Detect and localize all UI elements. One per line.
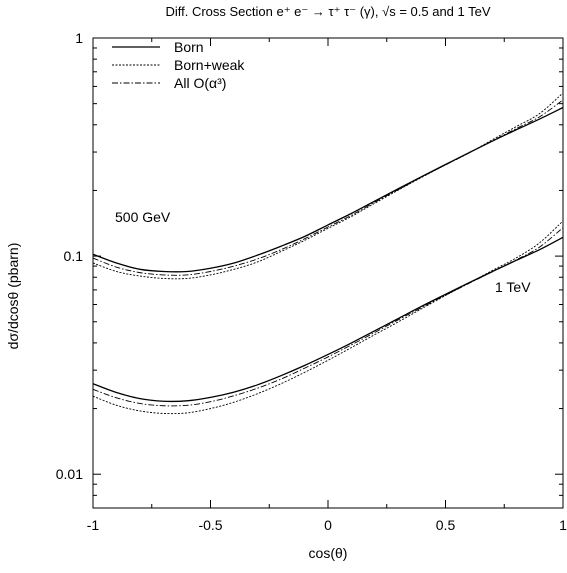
chart-title: Diff. Cross Section e⁺ e⁻ → τ⁺ τ⁻ (γ), √… xyxy=(165,4,490,19)
series-line-500-gev-dotted xyxy=(92,92,564,280)
y-tick-label: 0.1 xyxy=(64,248,84,264)
series-lines xyxy=(92,92,564,415)
x-tick-label: 0.5 xyxy=(436,517,456,533)
annotation-1-tev: 1 TeV xyxy=(495,279,531,295)
axis-ticks: -1 -0.5 0 0.5 1 0.01 0.1 1 xyxy=(56,30,567,533)
series-line-1-tev-solid xyxy=(92,236,564,403)
y-tick-label: 0.01 xyxy=(56,466,83,482)
legend-label-born-weak: Born+weak xyxy=(174,57,245,73)
x-tick-label: -0.5 xyxy=(198,517,222,533)
legend: Born Born+weak All O(α³) xyxy=(112,39,245,91)
x-tick-label: 0 xyxy=(324,517,332,533)
x-tick-label: 1 xyxy=(559,517,567,533)
x-tick-label: -1 xyxy=(87,517,100,533)
legend-label-all-order-alpha3: All O(α³) xyxy=(174,75,226,91)
series-line-1-tev-dotted xyxy=(92,220,564,415)
series-line-1-tev-dashdot xyxy=(92,227,564,407)
y-axis-label: dσ/dcosθ (pbarn) xyxy=(5,243,21,350)
legend-label-born: Born xyxy=(174,39,204,55)
annotation-500-gev: 500 GeV xyxy=(115,209,171,225)
x-axis-label: cos(θ) xyxy=(309,545,348,561)
series-line-500-gev-dashdot xyxy=(92,99,564,276)
series-line-500-gev-solid xyxy=(92,106,564,273)
plot-frame xyxy=(92,37,564,509)
y-tick-label: 1 xyxy=(75,30,83,46)
